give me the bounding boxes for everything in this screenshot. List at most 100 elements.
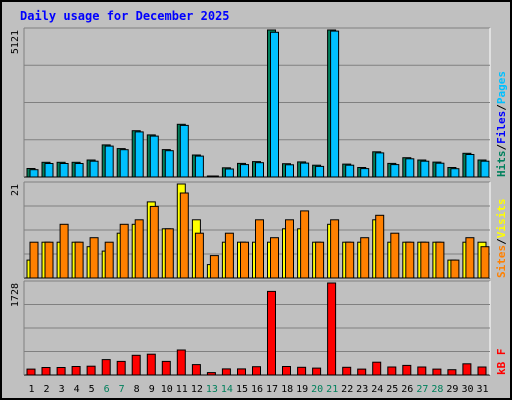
bar-kbytes-day-19 — [297, 366, 307, 376]
bar-pages-day-11 — [179, 124, 189, 178]
bar-sites-day-14 — [224, 232, 234, 279]
x-tick-label-day-17: 17 — [266, 384, 278, 395]
x-tick-label-day-12: 12 — [191, 384, 203, 395]
bar-sites-day-9 — [149, 205, 159, 279]
bar-kbytes-day-10 — [161, 360, 171, 376]
legend: Hits/Files/Pages — [495, 71, 508, 177]
bar-kbytes-day-13 — [206, 372, 216, 376]
bar-sites-day-18 — [285, 219, 294, 279]
y-max-label: 5121 — [10, 30, 21, 54]
bar-kbytes-day-23 — [357, 368, 367, 376]
y-max-label: 1728 — [10, 283, 21, 307]
bar-kbytes-day-16 — [252, 366, 261, 376]
bar-sites-day-13 — [209, 255, 219, 279]
bar-sites-day-10 — [164, 228, 174, 279]
x-tick-label-day-31: 31 — [476, 384, 488, 395]
bar-kbytes-day-22 — [342, 366, 352, 376]
x-tick-label-day-9: 9 — [149, 384, 155, 395]
bar-sites-day-23 — [360, 237, 370, 279]
bar-sites-day-25 — [390, 232, 400, 279]
bar-pages-day-18 — [285, 164, 294, 178]
bar-pages-day-30 — [465, 154, 475, 178]
legend-entry: / — [495, 104, 508, 111]
bar-pages-day-23 — [360, 168, 370, 178]
bar-sites-day-26 — [405, 241, 415, 279]
x-tick-label-day-15: 15 — [236, 384, 248, 395]
x-tick-label-day-28: 28 — [431, 384, 443, 395]
x-tick-label-day-25: 25 — [386, 384, 398, 395]
bar-sites-day-28 — [435, 241, 445, 279]
bar-kbytes-day-17 — [267, 290, 276, 376]
bar-pages-day-21 — [330, 30, 340, 178]
x-tick-label-day-6: 6 — [104, 384, 110, 395]
x-tick-label-day-24: 24 — [371, 384, 383, 395]
bar-sites-day-20 — [315, 241, 325, 279]
x-tick-label-day-16: 16 — [251, 384, 263, 395]
bar-kbytes-day-24 — [372, 361, 382, 376]
bar-sites-day-11 — [179, 192, 189, 279]
bar-pages-day-17 — [270, 31, 279, 178]
bar-pages-day-2 — [44, 163, 54, 178]
bar-kbytes-day-27 — [417, 366, 427, 376]
bar-kbytes-day-12 — [191, 364, 201, 376]
bar-kbytes-day-18 — [282, 366, 291, 376]
bar-pages-day-10 — [164, 150, 174, 178]
bar-pages-day-5 — [89, 160, 99, 178]
x-tick-label-day-23: 23 — [356, 384, 368, 395]
x-axis: 1 2 3 4 5 6 7 8 9 10 11 12 13 14 15 16 17 18 19 20 21 22 23 24 2… — [28, 384, 488, 395]
x-tick-label-day-19: 19 — [296, 384, 308, 395]
x-tick-label-day-2: 2 — [43, 384, 49, 395]
bar-sites-day-31 — [480, 246, 490, 279]
chart-panels: 5121Hits/Files/Pages21Sites/Visits1728kB… — [10, 27, 508, 376]
bar-sites-day-29 — [450, 259, 460, 279]
bar-sites-day-2 — [44, 241, 54, 279]
bar-sites-day-3 — [59, 223, 69, 279]
bar-pages-day-7 — [119, 149, 129, 178]
x-tick-label-day-18: 18 — [281, 384, 293, 395]
bar-pages-day-14 — [224, 168, 234, 178]
legend-entry: Visits — [495, 199, 508, 239]
legend-entry: Pages — [495, 71, 508, 104]
bar-kbytes-day-26 — [402, 364, 412, 376]
x-tick-label-day-13: 13 — [206, 384, 218, 395]
bar-pages-day-29 — [450, 168, 460, 178]
bar-pages-day-3 — [59, 163, 69, 178]
bar-kbytes-day-14 — [221, 368, 231, 376]
legend-entry: Files — [495, 111, 508, 144]
bar-pages-day-13 — [209, 175, 219, 178]
bar-sites-day-7 — [119, 223, 129, 279]
legend: kB F — [495, 349, 508, 376]
x-tick-label-day-14: 14 — [221, 384, 233, 395]
legend: Sites/Visits — [495, 199, 508, 279]
legend-entry: / — [495, 144, 508, 151]
bar-pages-day-25 — [390, 164, 400, 178]
bar-kbytes-day-31 — [477, 366, 487, 376]
bar-pages-day-8 — [134, 131, 144, 178]
x-tick-label-day-29: 29 — [446, 384, 458, 395]
bar-kbytes-day-5 — [86, 365, 96, 376]
bar-sites-day-27 — [420, 241, 430, 279]
x-tick-label-day-7: 7 — [119, 384, 125, 395]
bar-pages-day-31 — [480, 160, 490, 178]
bar-kbytes-day-9 — [146, 353, 156, 376]
x-tick-label-day-21: 21 — [326, 384, 338, 395]
bar-pages-day-20 — [315, 165, 325, 178]
bar-kbytes-day-15 — [237, 368, 246, 376]
bar-sites-day-24 — [375, 214, 385, 279]
bar-sites-day-30 — [465, 237, 475, 279]
bar-sites-day-1 — [29, 241, 39, 279]
bar-sites-day-5 — [89, 237, 99, 279]
legend-entry: Sites — [495, 245, 508, 278]
bar-pages-day-16 — [255, 162, 264, 178]
x-tick-label-day-22: 22 — [341, 384, 353, 395]
bar-kbytes-day-21 — [327, 282, 337, 376]
legend-entry: kB F — [495, 349, 508, 376]
bar-kbytes-day-1 — [26, 368, 36, 376]
bar-pages-day-19 — [300, 162, 310, 178]
bar-sites-day-19 — [300, 210, 310, 279]
chart-title: Daily usage for December 2025 — [20, 9, 230, 23]
bar-pages-day-12 — [194, 155, 204, 178]
bar-kbytes-day-29 — [447, 369, 457, 376]
bar-kbytes-day-11 — [176, 349, 186, 376]
